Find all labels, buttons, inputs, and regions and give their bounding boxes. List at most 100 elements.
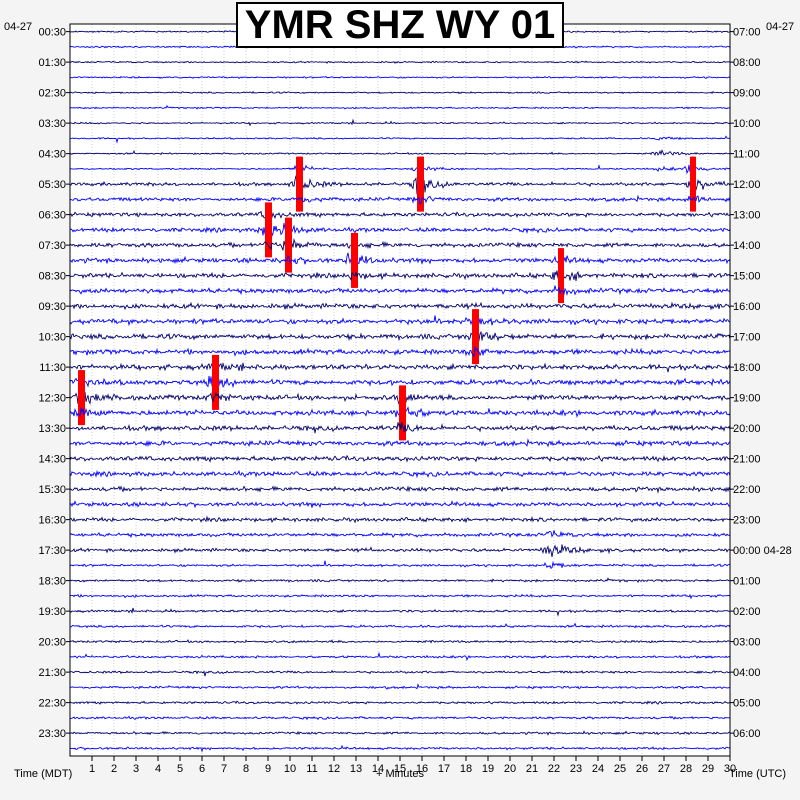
right-time-label: 21:00 — [733, 454, 761, 466]
x-tick-label: 3 — [133, 763, 139, 775]
right-time-axis: 07:00 08:00 09:00 10:00 11:00 12:00 13:00 14:00… — [730, 27, 792, 740]
seismogram-trace — [69, 118, 731, 127]
seismogram-trace — [69, 454, 731, 463]
x-tick-label: 17 — [438, 763, 450, 775]
x-tick-label: 23 — [570, 763, 582, 775]
left-time-label: 14:30 — [38, 454, 66, 466]
x-tick-label: 18 — [460, 763, 472, 775]
right-time-label: 09:00 — [733, 88, 761, 100]
seismogram-trace — [69, 315, 731, 327]
right-time-label: 22:00 — [733, 484, 761, 496]
seismogram-trace — [69, 593, 731, 600]
right-time-label: 12:00 — [733, 179, 761, 191]
x-axis-left-label: Time (MDT) — [14, 768, 73, 780]
x-tick-label: 30 — [724, 763, 736, 775]
left-time-label: 05:30 — [38, 179, 66, 191]
chart-title: YMR SHZ WY 01 — [236, 2, 564, 48]
seismogram-trace — [69, 577, 731, 584]
left-time-label: 06:30 — [38, 210, 66, 222]
x-axis-title: + Minutes — [376, 768, 424, 780]
seismogram-trace — [69, 375, 731, 392]
seismogram-trace — [69, 362, 731, 373]
right-time-label: 18:00 — [733, 362, 761, 374]
left-time-label: 10:30 — [38, 332, 66, 344]
right-time-label: 19:00 — [733, 393, 761, 405]
right-time-label: 00:00 04-28 — [733, 545, 792, 557]
seismogram-trace — [69, 544, 731, 557]
seismogram-trace — [69, 515, 731, 524]
right-date-label: 04-27 — [766, 21, 795, 33]
seismogram-trace — [69, 421, 731, 434]
seismogram-trace — [70, 730, 731, 736]
x-tick-label: 20 — [504, 763, 516, 775]
seismogram-trace — [69, 345, 731, 358]
x-tick-label: 5 — [177, 763, 183, 775]
left-time-label: 12:30 — [38, 393, 66, 405]
seismogram-trace — [69, 175, 731, 195]
seismogram-trace — [69, 500, 731, 509]
right-time-label: 02:00 — [733, 606, 761, 618]
seismogram-trace — [69, 222, 731, 238]
left-time-label: 00:30 — [38, 27, 66, 39]
x-tick-label: 2 — [111, 763, 117, 775]
left-time-label: 02:30 — [38, 88, 66, 100]
seismogram-trace — [69, 90, 731, 95]
x-axis-ticks: 1 2 3 4 5 6 7 8 9 10 11 12 13 14 15 16 17 18 19 20 21 22 23 24 2… — [89, 756, 736, 775]
left-time-label: 09:30 — [38, 301, 66, 313]
left-time-label: 21:30 — [38, 667, 66, 679]
left-time-label: 01:30 — [38, 57, 66, 69]
seismogram-trace — [69, 639, 731, 644]
x-tick-label: 7 — [221, 763, 227, 775]
right-time-label: 16:00 — [733, 301, 761, 313]
x-tick-label: 19 — [482, 763, 494, 775]
left-time-label: 15:30 — [38, 484, 66, 496]
left-time-label: 20:30 — [38, 637, 66, 649]
x-tick-label: 25 — [614, 763, 626, 775]
right-time-label: 10:00 — [733, 118, 761, 130]
seismogram-trace — [69, 75, 731, 80]
right-time-label: 17:00 — [733, 332, 761, 344]
seismogram-trace — [69, 210, 731, 220]
right-time-label: 03:00 — [733, 637, 761, 649]
x-tick-label: 22 — [548, 763, 560, 775]
right-time-label: 04:00 — [733, 667, 761, 679]
x-tick-label: 26 — [636, 763, 648, 775]
seismogram-trace — [69, 252, 731, 266]
x-tick-label: 16 — [416, 763, 428, 775]
seismogram-trace — [69, 266, 731, 285]
seismogram-trace — [69, 469, 731, 479]
x-tick-label: 10 — [284, 763, 296, 775]
left-time-label: 22:30 — [38, 698, 66, 710]
seismogram-trace — [69, 135, 731, 144]
seismogram-trace — [69, 651, 731, 661]
x-tick-label: 13 — [350, 763, 362, 775]
left-time-label: 18:30 — [38, 576, 66, 588]
seismogram-trace — [70, 715, 731, 721]
right-time-label: 20:00 — [733, 423, 761, 435]
left-time-label: 13:30 — [38, 423, 66, 435]
left-time-label: 19:30 — [38, 606, 66, 618]
right-time-label: 11:00 — [733, 149, 760, 161]
left-time-label: 03:30 — [38, 118, 66, 130]
right-time-label: 01:00 — [733, 576, 761, 588]
left-date-label: 04-27 — [4, 21, 33, 33]
x-tick-label: 14 — [372, 763, 384, 775]
seismogram-trace — [69, 485, 731, 494]
x-tick-label: 11 — [306, 763, 317, 775]
left-time-label: 04:30 — [38, 149, 66, 161]
right-time-label: 23:00 — [733, 515, 761, 527]
seismogram-trace — [69, 60, 731, 64]
left-time-label: 23:30 — [38, 728, 66, 740]
left-time-label: 16:30 — [38, 515, 66, 527]
seismogram-trace — [69, 683, 731, 690]
seismogram-trace — [69, 744, 731, 753]
right-time-label: 15:00 — [733, 271, 761, 283]
seismogram-trace — [69, 194, 731, 205]
seismogram-trace — [69, 164, 731, 175]
seismogram-trace — [69, 301, 731, 311]
right-time-label: 13:00 — [733, 210, 761, 222]
seismogram-trace — [69, 560, 731, 570]
right-time-label: 07:00 — [733, 27, 761, 39]
x-tick-label: 15 — [394, 763, 406, 775]
x-axis-right-label: Time (UTC) — [729, 768, 787, 780]
